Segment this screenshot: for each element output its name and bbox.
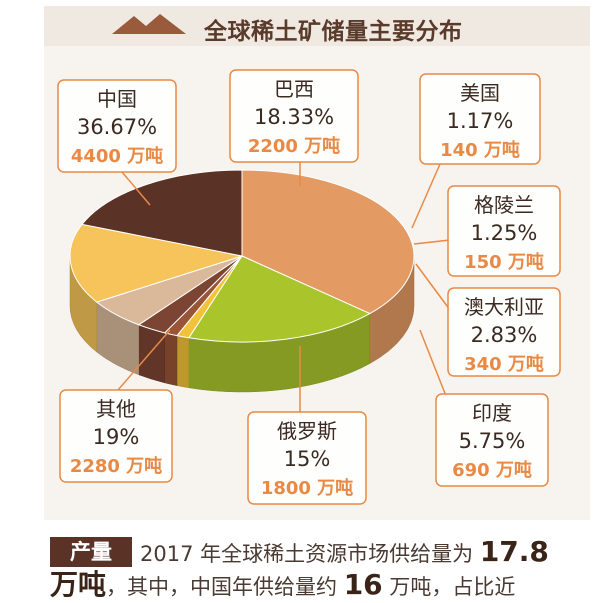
label-box — [247, 411, 367, 505]
label-percent: 19% — [93, 425, 140, 449]
leader-line — [419, 329, 447, 397]
pie-slice — [188, 255, 371, 343]
label-amount: 690 万吨 — [452, 459, 532, 481]
label-box — [419, 73, 541, 165]
label-box — [435, 393, 549, 487]
label-name: 中国 — [97, 87, 137, 111]
production-line-2: 万吨，其中，中国年供给量约 16 万吨，占比近 — [50, 563, 515, 603]
label-name: 印度 — [472, 401, 512, 425]
pie-slice — [241, 169, 415, 315]
pie-side-澳大利亚 — [138, 324, 165, 384]
label-name: 澳大利亚 — [464, 295, 544, 319]
pie-chart: 中国 36.67% 4400 万吨 巴西 18.33% 2200 万吨 美国 1.17% 140… — [57, 69, 561, 505]
label-box — [447, 287, 561, 377]
label-amount: 4400 万吨 — [71, 145, 163, 167]
leader-line — [411, 163, 441, 229]
pie-side-walls — [69, 255, 415, 393]
production-badge: 产量 — [50, 537, 132, 567]
label-name: 巴西 — [274, 77, 314, 101]
label-amount: 2200 万吨 — [248, 135, 340, 157]
label-amount: 140 万吨 — [440, 139, 520, 161]
label-percent: 15% — [284, 447, 331, 471]
label-percent: 2.83% — [471, 323, 538, 347]
production-text-2: ，其中，中国年供给量约 — [106, 575, 338, 599]
leader-line — [415, 263, 451, 311]
label-name: 美国 — [460, 81, 500, 105]
pie-slice — [81, 169, 243, 257]
production-text-1: 2017 年全球稀土资源市场供给量为 — [140, 542, 474, 566]
label-percent: 1.25% — [471, 221, 538, 245]
label-box — [229, 69, 359, 163]
leader-line — [121, 171, 151, 206]
label-amount: 2280 万吨 — [70, 455, 162, 477]
label-amount: 150 万吨 — [464, 251, 544, 273]
page-title: 全球稀土矿储量主要分布 — [204, 19, 463, 45]
leader-line — [413, 239, 451, 245]
label-name: 其他 — [96, 397, 136, 421]
label-name: 格陵兰 — [474, 193, 534, 217]
label-box — [59, 389, 173, 483]
label-percent: 18.33% — [254, 105, 334, 129]
pie-slice — [69, 223, 243, 303]
production-text-3: 万吨，占比近 — [389, 575, 516, 599]
label-box — [57, 79, 177, 173]
pie-side-格陵兰 — [164, 332, 178, 386]
label-percent: 5.75% — [459, 429, 526, 453]
leader-line — [117, 329, 171, 391]
label-percent: 36.67% — [77, 115, 157, 139]
pie-side-美国 — [176, 335, 190, 389]
label-amount: 1800 万吨 — [261, 477, 353, 499]
label-box — [447, 185, 561, 277]
production-value-1: 17.8 — [479, 535, 549, 568]
label-name: 俄罗斯 — [277, 419, 337, 443]
label-percent: 1.17% — [447, 109, 514, 133]
infographic: 全球稀土矿储量主要分布 中国 36.67% 4400 万吨 巴西 18.33% 2200 … — [44, 6, 590, 601]
label-amount: 340 万吨 — [464, 353, 544, 375]
production-line-1: 2017 年全球稀土资源市场供给量为 17.8 — [140, 535, 549, 568]
